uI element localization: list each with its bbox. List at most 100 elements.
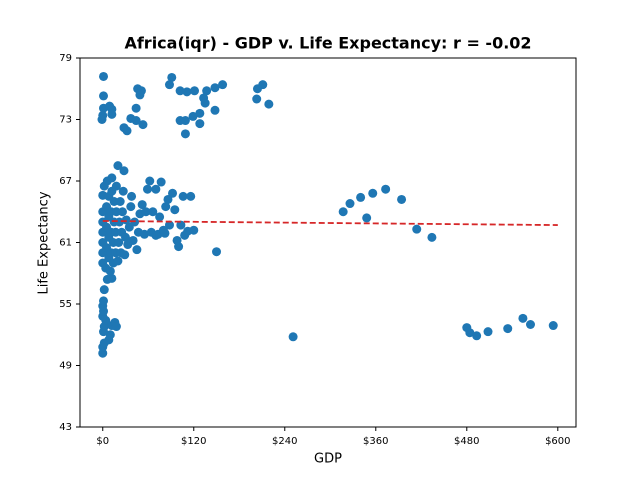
scatter-point [164, 220, 174, 230]
scatter-point [135, 90, 145, 100]
scatter-point [164, 80, 174, 90]
scatter-point [105, 266, 115, 276]
scatter-point [111, 181, 121, 191]
scatter-point [120, 250, 130, 260]
scatter-point [117, 207, 127, 217]
x-tick-label: $480 [454, 436, 479, 447]
scatter-point [483, 327, 493, 337]
scatter-point [107, 273, 117, 283]
y-axis-label: Life Expectancy [37, 191, 52, 294]
scatter-point [113, 161, 123, 171]
scatter-point [472, 331, 482, 341]
scatter-point [252, 84, 262, 94]
scatter-point [126, 202, 136, 212]
x-tick-label: $0 [96, 436, 109, 447]
y-tick-label: 61 [59, 238, 72, 249]
scatter-point [99, 71, 109, 81]
scatter-point [119, 166, 129, 176]
scatter-point [175, 86, 185, 96]
scatter-point [186, 191, 196, 201]
scatter-point [99, 285, 109, 295]
scatter-point [189, 225, 199, 235]
scatter-point [503, 324, 513, 334]
scatter-point [160, 228, 170, 238]
y-tick-label: 73 [59, 115, 72, 126]
scatter-point [122, 126, 132, 136]
y-tick-label: 79 [59, 53, 72, 64]
scatter-point [518, 313, 528, 323]
scatter-point [218, 80, 228, 90]
scatter-point [141, 207, 151, 217]
scatter-point [356, 192, 366, 202]
scatter-point [156, 177, 166, 187]
scatter-point [465, 328, 475, 338]
scatter-point [139, 229, 149, 239]
y-tick-label: 67 [59, 176, 72, 187]
scatter-point [127, 191, 137, 201]
y-tick-label: 49 [59, 361, 72, 372]
scatter-point [128, 235, 138, 245]
y-tick-label: 55 [59, 299, 72, 310]
scatter-point [151, 230, 161, 240]
scatter-point [175, 116, 185, 126]
scatter-point [142, 184, 152, 194]
scatter-point [338, 207, 348, 217]
chart-title: Africa(iqr) - GDP v. Life Expectancy: r … [124, 34, 531, 53]
scatter-point [195, 108, 205, 118]
scatter-point [98, 110, 108, 120]
scatter-point [148, 207, 158, 217]
scatter-point [412, 224, 422, 234]
scatter-point [264, 99, 274, 109]
scatter-point [121, 232, 131, 242]
scatter-point [118, 186, 128, 196]
scatter-point [168, 188, 178, 198]
y-tick-label: 43 [59, 422, 72, 433]
x-tick-label: $600 [545, 436, 570, 447]
scatter-point [107, 173, 117, 183]
scatter-point [174, 242, 184, 252]
scatter-point [427, 232, 437, 242]
scatter-point [381, 184, 391, 194]
scatter-point [210, 105, 220, 115]
scatter-point [182, 87, 192, 97]
scatter-point [397, 194, 407, 204]
scatter-point [170, 205, 180, 215]
scatter-point [151, 184, 161, 194]
scatter-point [145, 176, 155, 186]
scatter-point [188, 111, 198, 121]
scatter-point [99, 91, 109, 101]
x-tick-label: $360 [363, 436, 388, 447]
scatter-point [138, 120, 148, 130]
scatter-point [210, 83, 220, 93]
scatter-point [178, 191, 188, 201]
scatter-point [161, 202, 171, 212]
scatter-point [548, 321, 558, 331]
x-tick-label: $240 [272, 436, 297, 447]
scatter-point [155, 212, 165, 222]
scatter-point [368, 188, 378, 198]
x-axis-label: GDP [314, 452, 342, 467]
scatter-point [111, 322, 121, 332]
scatter-point [163, 194, 173, 204]
scatter-point [167, 72, 177, 82]
scatter-point [195, 119, 205, 129]
scatter-point [99, 296, 109, 306]
scatter-point [176, 220, 186, 230]
scatter-point [288, 332, 298, 342]
scatter-point [131, 116, 141, 126]
scatter-point [180, 129, 190, 139]
scatter-point [115, 197, 125, 206]
scatter-point [121, 215, 131, 225]
scatter-point [362, 213, 372, 223]
scatter-point [202, 86, 212, 96]
scatter-point [107, 109, 117, 119]
x-tick-label: $120 [181, 436, 206, 447]
scatter-point [190, 86, 200, 96]
scatter-point [114, 238, 124, 247]
scatter-point [252, 94, 262, 104]
scatter-point [137, 200, 147, 210]
scatter-point [131, 103, 141, 113]
scatter-point [200, 98, 210, 108]
scatter-point [98, 348, 108, 358]
